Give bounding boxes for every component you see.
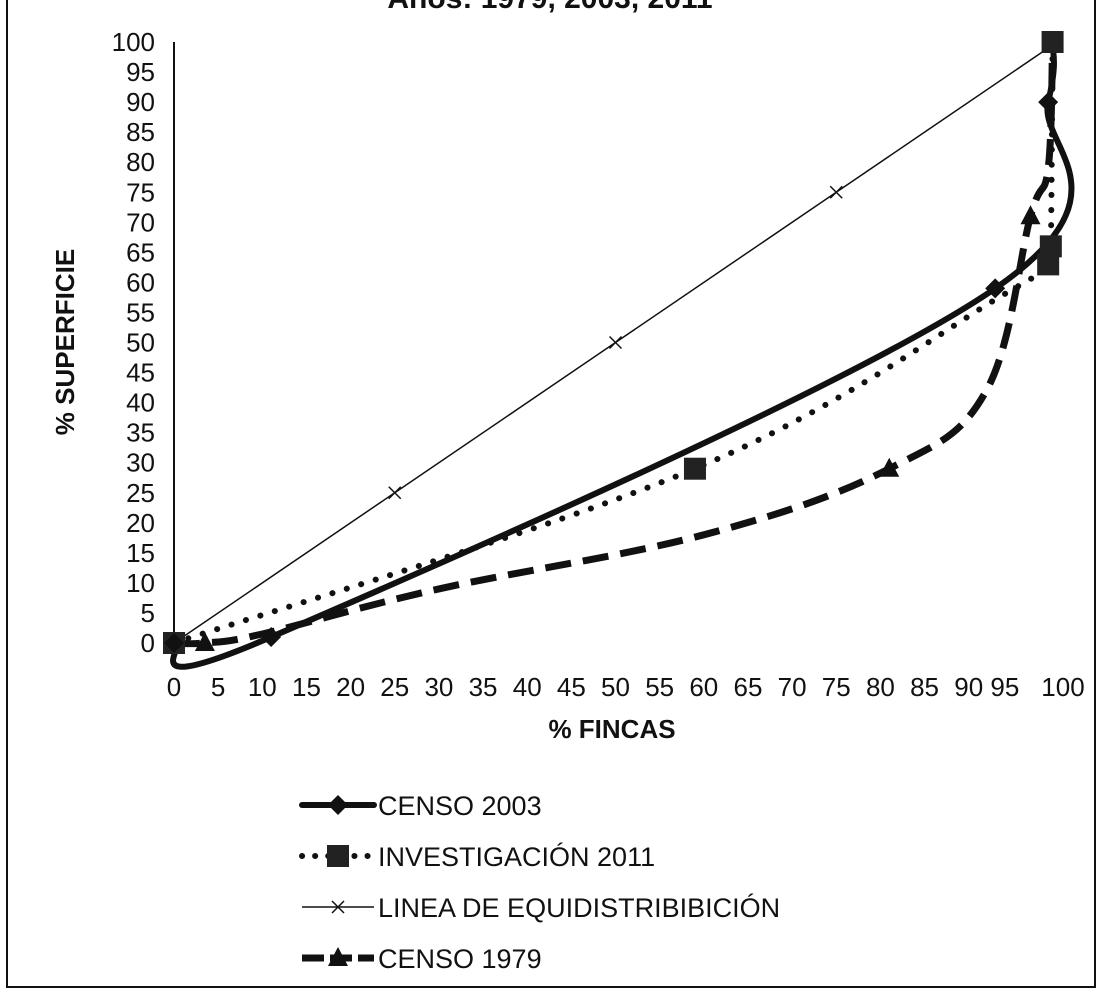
y-tick-label: 55 — [126, 297, 155, 327]
legend-label: CENSO 1979 — [378, 944, 542, 974]
y-tick-label: 10 — [126, 568, 155, 598]
x-marker-stroke — [608, 335, 623, 350]
legend-item: CENSO 1979 — [302, 944, 542, 974]
x-tick-label: 40 — [513, 672, 542, 702]
x-marker-stroke — [829, 185, 843, 199]
y-tick-label: 80 — [126, 147, 155, 177]
y-tick-label: 30 — [126, 448, 155, 478]
x-tick-label: 5 — [211, 672, 225, 702]
y-tick-label: 70 — [126, 207, 155, 237]
legend-label: INVESTIGACIÓN 2011 — [378, 841, 655, 872]
x-tick-label: 75 — [822, 672, 851, 702]
chart-frame — [6, 0, 1096, 988]
legend-item: LINEA DE EQUIDISTRIBIBICIÓN — [302, 892, 780, 923]
x-tick-label: 0 — [167, 672, 181, 702]
y-tick-label: 20 — [126, 508, 155, 538]
x-tick-label: 50 — [601, 672, 630, 702]
x-tick-label: 35 — [469, 672, 498, 702]
legend-item: INVESTIGACIÓN 2011 — [299, 841, 655, 872]
data-point-triangle — [194, 632, 215, 651]
x-tick-label: 100 — [1041, 672, 1084, 702]
x-marker-stroke — [388, 486, 402, 500]
x-tick-label: 25 — [380, 672, 409, 702]
data-point-square — [683, 457, 706, 480]
data-point-triangle — [1020, 205, 1041, 225]
y-tick-label: 90 — [126, 87, 155, 117]
legend-label: CENSO 2003 — [378, 791, 542, 821]
x-tick-label: 55 — [645, 672, 674, 702]
x-tick-label: 15 — [292, 672, 321, 702]
data-point-square — [1037, 253, 1060, 276]
y-tick-label: 50 — [126, 328, 155, 358]
x-marker-stroke — [331, 900, 345, 914]
data-point-square — [1039, 235, 1062, 258]
legend-swatch-square — [327, 845, 349, 867]
x-tick-label: 65 — [733, 672, 762, 702]
y-tick-label: 40 — [126, 388, 155, 418]
data-point-diamond — [164, 633, 184, 653]
x-tick-label: 45 — [557, 672, 586, 702]
x-tick-label: 20 — [336, 672, 365, 702]
legend-label: LINEA DE EQUIDISTRIBIBICIÓN — [378, 892, 780, 923]
data-point-triangle — [879, 457, 900, 477]
legend-swatch-x — [331, 900, 345, 914]
x-tick-label: 90 — [954, 672, 983, 702]
y-tick-label: 95 — [126, 57, 155, 87]
y-tick-label: 85 — [126, 117, 155, 147]
x-tick-label: 70 — [778, 672, 807, 702]
data-point-diamond — [985, 278, 1006, 299]
y-tick-label: 60 — [126, 267, 155, 297]
data-point-diamond — [1038, 92, 1059, 113]
y-tick-label: 15 — [126, 538, 155, 568]
y-tick-label: 25 — [126, 478, 155, 508]
y-tick-label: 100 — [112, 27, 155, 57]
data-point-diamond — [261, 626, 282, 647]
x-tick-label: 60 — [689, 672, 718, 702]
data-point-square — [1041, 31, 1064, 53]
x-axis-title: % FINCAS — [548, 714, 675, 744]
y-tick-label: 35 — [126, 418, 155, 448]
x-tick-label: 80 — [866, 672, 895, 702]
x-tick-label: 85 — [910, 672, 939, 702]
legend-swatch-triangle — [328, 947, 348, 966]
y-tick-label: 5 — [141, 598, 155, 628]
series-line-censo-2003 — [170, 39, 1075, 670]
x-tick-label: 30 — [424, 672, 453, 702]
data-point-x — [388, 486, 402, 500]
data-point-x — [608, 335, 623, 350]
chart-title: Años: 1979, 2003, 2011 — [0, 0, 1100, 16]
data-point-x — [829, 185, 843, 199]
x-tick-label: 95 — [990, 672, 1019, 702]
legend-item: CENSO 2003 — [299, 791, 542, 821]
legend-swatch-diamond — [328, 795, 348, 815]
y-tick-label: 45 — [126, 358, 155, 388]
y-tick-label: 75 — [126, 177, 155, 207]
y-axis-title: % SUPERFICIE — [50, 249, 80, 435]
y-tick-label: 65 — [126, 237, 155, 267]
x-tick-label: 10 — [248, 672, 277, 702]
y-tick-label: 0 — [141, 628, 155, 658]
